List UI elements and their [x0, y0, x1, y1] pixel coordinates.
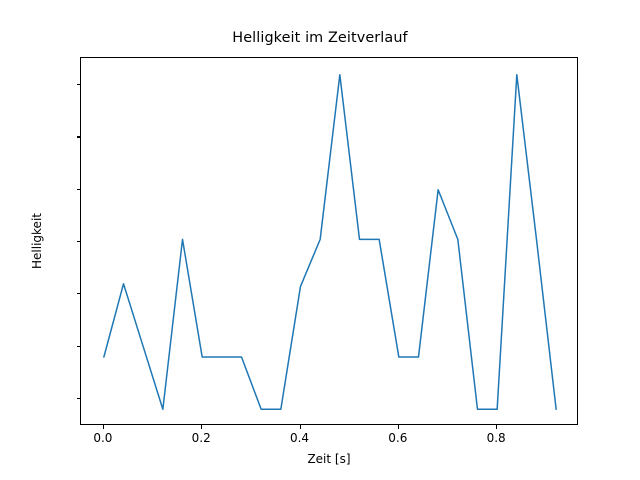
x-tick-mark [496, 425, 498, 429]
y-tick-mark [76, 397, 80, 399]
x-tick-label: 0.8 [486, 431, 506, 445]
chart-title: Helligkeit im Zeitverlauf [232, 30, 408, 46]
x-tick-mark [201, 425, 203, 429]
y-tick-mark [76, 136, 80, 138]
x-tick-label: 0.0 [93, 431, 113, 445]
y-tick-mark [76, 84, 80, 86]
x-tick-label: 0.6 [388, 431, 408, 445]
y-tick-mark [76, 188, 80, 190]
data-series-line [103, 73, 557, 411]
plot-area [80, 57, 578, 425]
x-tick-mark [102, 425, 104, 429]
y-tick-mark [76, 241, 80, 243]
data-line-chart [103, 73, 557, 411]
y-axis-label: Helligkeit [30, 213, 44, 269]
x-tick-label: 0.2 [191, 431, 211, 445]
x-tick-mark [397, 425, 399, 429]
x-tick-label: 0.4 [289, 431, 310, 445]
y-tick-mark [76, 345, 80, 347]
x-tick-mark [299, 425, 301, 429]
y-tick-mark [76, 293, 80, 295]
x-axis-label: Zeit [s] [307, 452, 351, 466]
